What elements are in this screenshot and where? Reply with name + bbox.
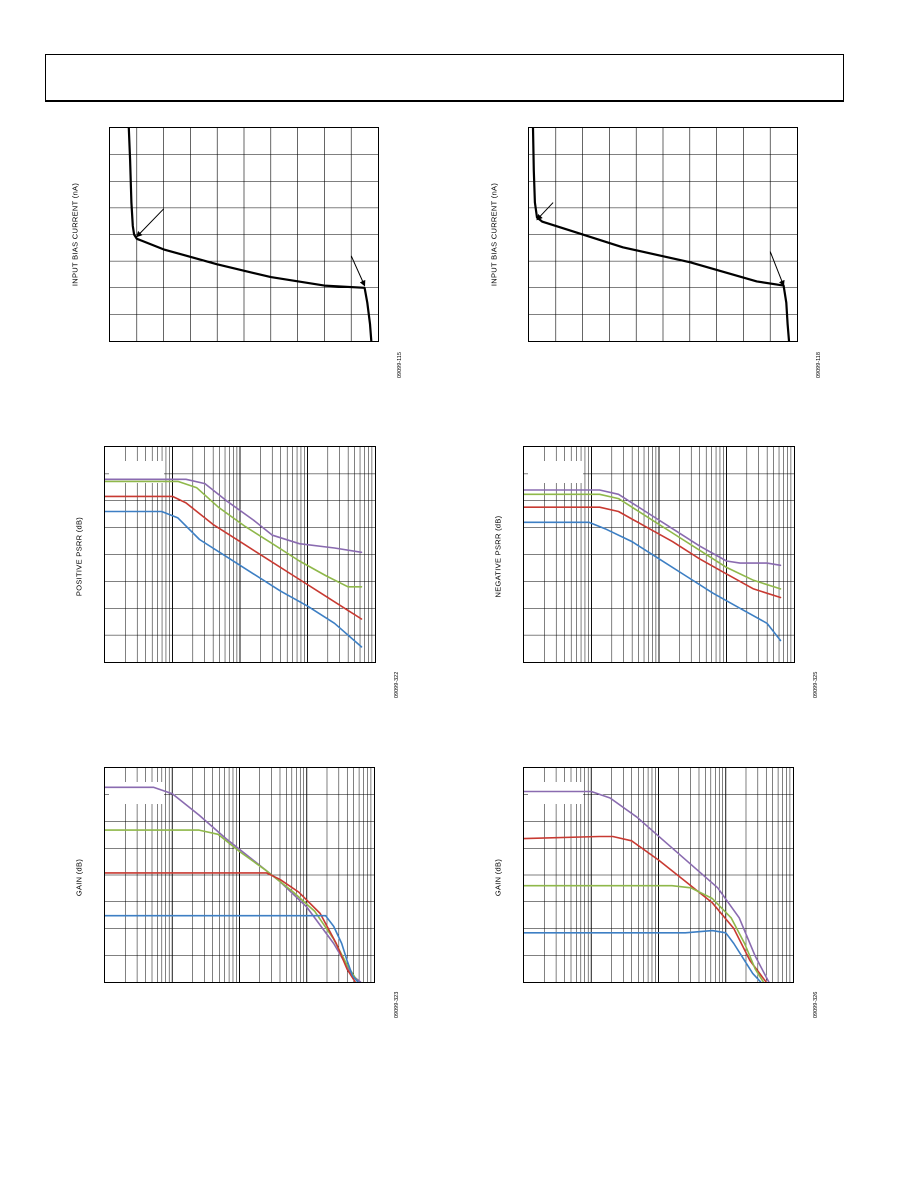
series-line-0 xyxy=(524,489,782,567)
chart-gain1 xyxy=(104,767,375,983)
chart-ibias2-ylabel: INPUT BIAS CURRENT (nA) xyxy=(489,182,499,287)
chart-psrr-pos-figure-code: 09099-322 xyxy=(394,671,400,698)
chart-ibias1-ylabel: INPUT BIAS CURRENT (nA) xyxy=(70,182,80,287)
gridlines xyxy=(105,447,375,662)
chart-psrr_pos-plot xyxy=(105,447,375,662)
series-line-3 xyxy=(524,521,782,642)
legend-area xyxy=(528,461,583,483)
series-line-0 xyxy=(531,128,791,341)
chart-gain2-ylabel: GAIN (dB) xyxy=(493,858,503,897)
chart-psrr-neg-figure-code: 09099-325 xyxy=(813,671,819,698)
series-line-1 xyxy=(105,480,363,588)
chart-psrr-pos-ylabel: POSITIVE PSRR (dB) xyxy=(74,516,84,597)
annotation-arrow-0 xyxy=(536,202,554,221)
series-line-2 xyxy=(524,884,765,982)
chart-psrr_neg-plot xyxy=(524,447,794,662)
chart-ibias2-figure-code: 09099-118 xyxy=(816,352,822,378)
gridlines xyxy=(524,447,794,662)
series-line-0 xyxy=(524,790,770,982)
chart-ibias1 xyxy=(109,127,379,342)
chart-psrr-pos xyxy=(104,446,376,663)
series-line-3 xyxy=(105,510,363,648)
page-header xyxy=(45,54,844,102)
chart-psrr-neg xyxy=(523,446,795,663)
chart-ibias2-plot xyxy=(529,128,797,341)
series-line-2 xyxy=(524,506,782,599)
chart-gain2 xyxy=(523,767,794,983)
series-line-0 xyxy=(105,478,363,554)
annotation-arrow-1 xyxy=(350,255,366,287)
series-line-1 xyxy=(524,493,782,590)
chart-gain1-figure-code: 09099-323 xyxy=(394,991,400,1018)
chart-gain2-plot xyxy=(524,768,793,982)
annotation-arrow-1 xyxy=(769,251,785,287)
series-line-3 xyxy=(105,914,359,982)
series-line-1 xyxy=(524,835,767,982)
series-line-3 xyxy=(524,929,762,982)
chart-psrr-neg-ylabel: NEGATIVE PSRR (dB) xyxy=(493,515,503,598)
gridlines xyxy=(529,128,797,341)
annotation-arrow-0 xyxy=(136,208,164,238)
chart-ibias1-plot xyxy=(110,128,378,341)
chart-ibias2 xyxy=(528,127,798,342)
series-line-2 xyxy=(105,872,356,982)
chart-gain1-ylabel: GAIN (dB) xyxy=(74,858,84,897)
gridlines xyxy=(110,128,378,341)
chart-gain1-plot xyxy=(105,768,374,982)
legend-area xyxy=(109,461,164,483)
series-line-0 xyxy=(127,128,373,341)
series-line-2 xyxy=(105,495,363,620)
legend-area xyxy=(109,782,164,804)
gridlines xyxy=(524,768,793,982)
legend-area xyxy=(528,782,583,804)
chart-ibias1-figure-code: 09099-115 xyxy=(397,352,403,378)
series-line-1 xyxy=(105,829,359,982)
chart-gain2-figure-code: 09099-326 xyxy=(813,991,819,1018)
